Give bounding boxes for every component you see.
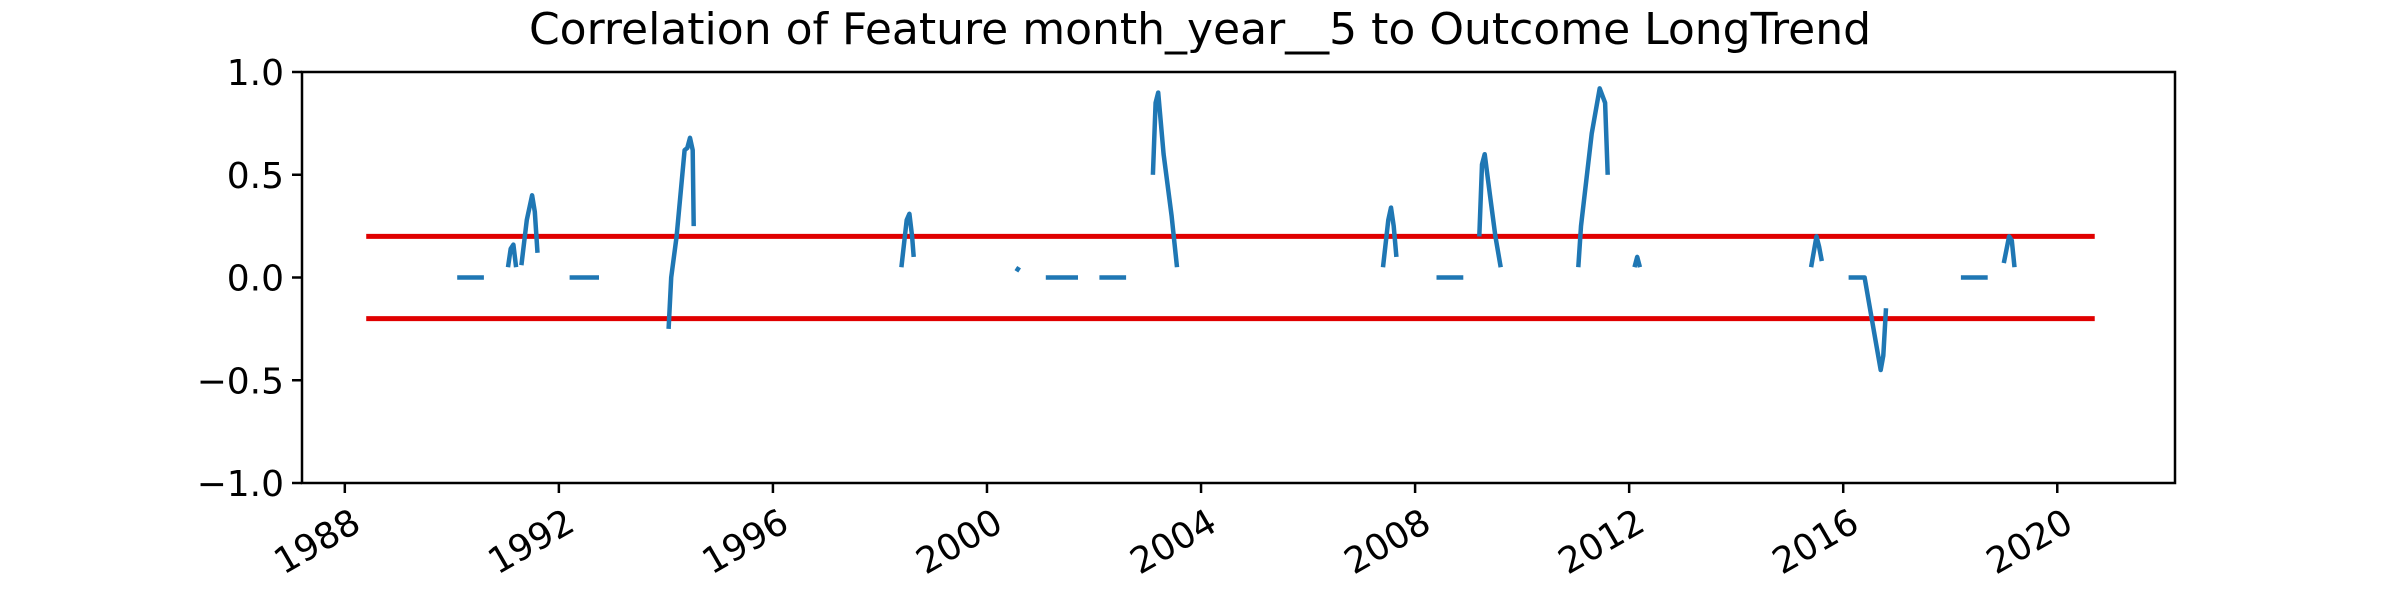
series-segment xyxy=(1848,275,1889,373)
series-segment xyxy=(1014,265,1021,273)
series-segment xyxy=(1576,86,1610,268)
x-tick-label: 2016 xyxy=(1766,502,1866,583)
series-segment xyxy=(899,211,916,268)
series-segment xyxy=(1477,151,1503,268)
y-tick-label: 1.0 xyxy=(227,53,284,94)
series-segment xyxy=(1808,234,1825,268)
x-tick-label: 2000 xyxy=(910,502,1010,583)
x-tick-label: 1992 xyxy=(482,502,582,583)
y-tick-label: 0.5 xyxy=(227,156,284,197)
series-segment xyxy=(1150,90,1180,268)
y-tick-label: −0.5 xyxy=(197,361,284,402)
series-segment xyxy=(666,135,696,330)
y-tick-label: −1.0 xyxy=(197,464,284,505)
x-tick-label: 2008 xyxy=(1338,502,1438,583)
x-tick-label: 2012 xyxy=(1552,502,1652,583)
series-segment xyxy=(2001,234,2017,268)
series-segment xyxy=(519,193,540,266)
y-tick-label: 0.0 xyxy=(227,259,284,300)
x-tick-label: 1996 xyxy=(696,502,796,583)
series-segment xyxy=(1380,205,1399,268)
chart-title: Correlation of Feature month_year__5 to … xyxy=(529,4,1871,55)
plot-area xyxy=(366,86,2095,373)
x-axis: 1988 1992 1996 2000 2004 2008 2012 2016 2020 xyxy=(267,483,2080,583)
x-tick-label: 1988 xyxy=(267,502,367,583)
series-segment xyxy=(1632,254,1643,268)
y-axis: −1.0 −0.5 0.0 0.5 1.0 xyxy=(197,53,302,505)
series-segment xyxy=(505,242,519,268)
x-tick-label: 2020 xyxy=(1980,502,2080,583)
x-tick-label: 2004 xyxy=(1124,502,1224,583)
